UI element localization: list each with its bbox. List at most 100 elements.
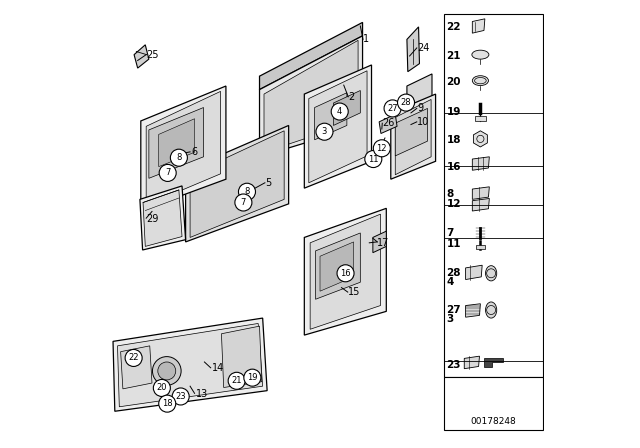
Circle shape xyxy=(154,379,170,396)
Polygon shape xyxy=(121,346,152,389)
Text: 16: 16 xyxy=(340,269,351,278)
Text: 25: 25 xyxy=(147,50,159,60)
Polygon shape xyxy=(472,198,490,211)
Ellipse shape xyxy=(472,76,488,86)
Polygon shape xyxy=(407,27,419,72)
Circle shape xyxy=(125,349,142,366)
Ellipse shape xyxy=(472,50,489,59)
Circle shape xyxy=(373,140,390,157)
Polygon shape xyxy=(320,242,353,291)
Circle shape xyxy=(384,100,401,117)
Text: 19: 19 xyxy=(247,373,258,382)
Ellipse shape xyxy=(486,266,497,281)
Text: 16: 16 xyxy=(446,162,461,172)
Polygon shape xyxy=(118,323,262,407)
Polygon shape xyxy=(379,114,397,134)
Text: 22: 22 xyxy=(129,353,139,362)
Text: 7: 7 xyxy=(165,168,170,177)
Text: 19: 19 xyxy=(446,107,461,117)
Text: 4: 4 xyxy=(446,277,454,287)
Text: 21: 21 xyxy=(446,51,461,60)
Ellipse shape xyxy=(486,302,497,318)
Polygon shape xyxy=(407,74,432,113)
Text: 12: 12 xyxy=(376,144,387,153)
Circle shape xyxy=(170,149,188,166)
Text: 11: 11 xyxy=(368,155,379,164)
Polygon shape xyxy=(159,119,195,167)
Polygon shape xyxy=(466,265,482,280)
Text: 3: 3 xyxy=(446,314,454,324)
Text: 8: 8 xyxy=(446,189,454,199)
Polygon shape xyxy=(310,214,380,329)
Polygon shape xyxy=(464,356,479,369)
Text: 3: 3 xyxy=(322,127,327,136)
Bar xyxy=(476,245,485,249)
Circle shape xyxy=(337,265,354,282)
Polygon shape xyxy=(113,318,267,411)
Circle shape xyxy=(316,123,333,140)
Polygon shape xyxy=(466,304,481,317)
Polygon shape xyxy=(444,377,543,430)
Polygon shape xyxy=(444,14,543,377)
Polygon shape xyxy=(484,358,503,367)
Text: 13: 13 xyxy=(195,389,208,399)
Circle shape xyxy=(159,395,176,412)
Text: 18: 18 xyxy=(446,135,461,145)
Polygon shape xyxy=(140,186,186,250)
Text: 24: 24 xyxy=(417,43,429,53)
Bar xyxy=(475,116,486,121)
Circle shape xyxy=(332,103,348,120)
Circle shape xyxy=(397,94,415,111)
Polygon shape xyxy=(305,65,371,188)
Text: 7: 7 xyxy=(241,198,246,207)
Polygon shape xyxy=(396,99,431,175)
Text: 9: 9 xyxy=(417,103,423,113)
Text: 20: 20 xyxy=(446,77,461,86)
Text: 29: 29 xyxy=(147,214,159,224)
Text: 6: 6 xyxy=(191,147,197,157)
Polygon shape xyxy=(221,326,262,388)
Circle shape xyxy=(365,151,382,168)
Text: 7: 7 xyxy=(446,228,454,238)
Text: 26: 26 xyxy=(383,118,395,128)
Polygon shape xyxy=(190,131,284,237)
Text: 00178248: 00178248 xyxy=(470,417,516,426)
Circle shape xyxy=(152,357,181,385)
Text: 10: 10 xyxy=(417,117,429,127)
Polygon shape xyxy=(260,36,362,157)
Text: 28: 28 xyxy=(446,268,461,278)
Text: 21: 21 xyxy=(232,376,242,385)
Text: 5: 5 xyxy=(266,178,271,188)
Text: 1: 1 xyxy=(363,34,369,44)
Circle shape xyxy=(239,183,255,200)
Text: 11: 11 xyxy=(446,239,461,249)
Polygon shape xyxy=(149,108,204,178)
Polygon shape xyxy=(309,71,367,183)
Polygon shape xyxy=(316,233,360,299)
Text: 4: 4 xyxy=(337,107,342,116)
Text: 8: 8 xyxy=(176,153,182,162)
Polygon shape xyxy=(333,90,360,125)
Polygon shape xyxy=(472,19,485,33)
Polygon shape xyxy=(146,91,221,205)
Text: 23: 23 xyxy=(175,392,186,401)
Polygon shape xyxy=(391,94,436,179)
Text: 27: 27 xyxy=(446,305,461,315)
Circle shape xyxy=(158,362,176,380)
Polygon shape xyxy=(396,108,428,156)
Text: 2: 2 xyxy=(349,92,355,102)
Polygon shape xyxy=(143,190,182,246)
Text: 20: 20 xyxy=(157,383,167,392)
Text: 22: 22 xyxy=(446,22,461,32)
Text: 15: 15 xyxy=(348,287,360,297)
Circle shape xyxy=(244,369,261,386)
Polygon shape xyxy=(472,187,490,199)
Text: 8: 8 xyxy=(244,187,250,196)
Polygon shape xyxy=(305,208,387,335)
Circle shape xyxy=(159,164,176,181)
Text: 23: 23 xyxy=(446,360,461,370)
Polygon shape xyxy=(264,40,358,152)
Text: 18: 18 xyxy=(162,399,173,408)
Polygon shape xyxy=(141,86,226,211)
Polygon shape xyxy=(315,93,347,140)
